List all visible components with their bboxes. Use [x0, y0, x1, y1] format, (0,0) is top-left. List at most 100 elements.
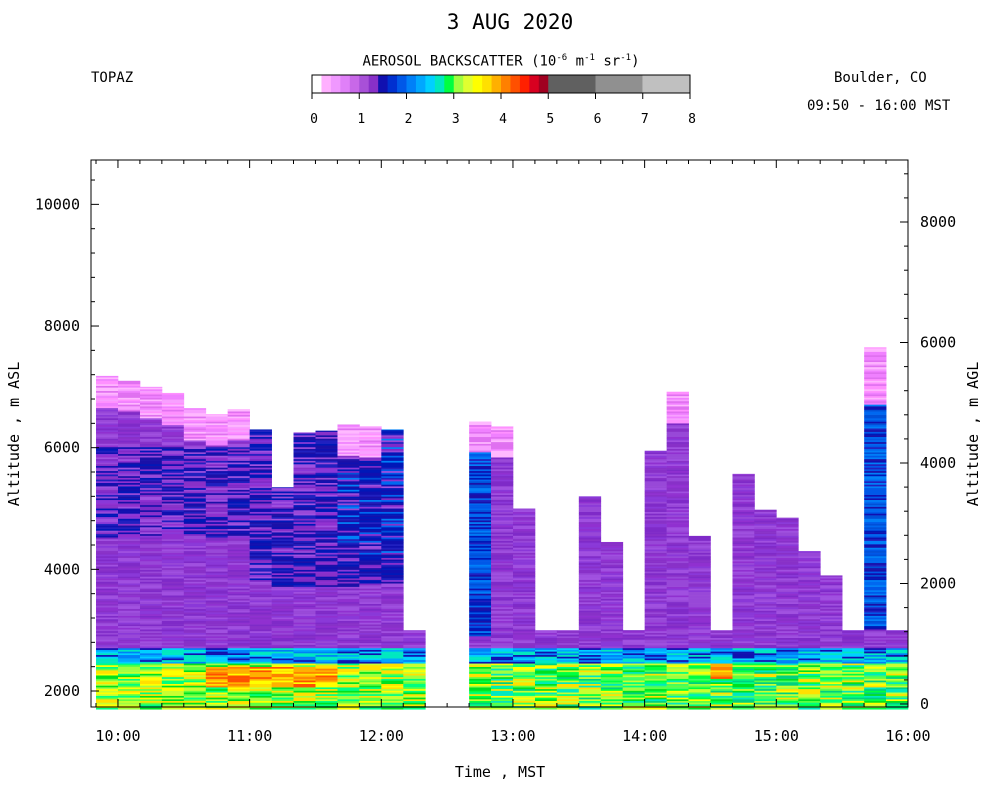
heatmap-cell — [249, 687, 272, 690]
heatmap-cell — [139, 417, 163, 420]
heatmap-cell — [710, 663, 733, 666]
heatmap-cell — [183, 654, 207, 657]
heatmap-cell — [96, 644, 119, 647]
heatmap-cell — [227, 695, 250, 698]
heatmap-cell — [139, 557, 163, 560]
heatmap-cell — [754, 695, 777, 698]
heatmap-cell — [600, 630, 624, 633]
heatmap-cell — [600, 632, 624, 635]
heatmap-cell — [622, 697, 645, 700]
heatmap-cell — [118, 499, 141, 502]
heatmap-cell — [271, 572, 294, 575]
heatmap-cell — [139, 390, 163, 393]
heatmap-cell — [359, 680, 382, 683]
heatmap-cell — [864, 557, 887, 560]
heatmap-cell — [710, 639, 733, 642]
heatmap-cell — [359, 693, 382, 696]
heatmap-cell — [139, 588, 163, 591]
heatmap-cell — [249, 613, 272, 616]
heatmap-cell — [666, 612, 689, 615]
heatmap-cell — [183, 412, 207, 415]
heatmap-cell — [666, 564, 689, 567]
heatmap-cell — [798, 596, 821, 599]
heatmap-cell — [337, 612, 360, 615]
heatmap-cell — [205, 571, 229, 574]
heatmap-cell — [337, 687, 360, 690]
heatmap-cell — [644, 636, 667, 639]
heatmap-cell — [864, 697, 887, 700]
colorbar-swatch — [359, 75, 370, 93]
heatmap-cell — [118, 644, 141, 647]
heatmap-cell — [381, 656, 404, 659]
heatmap-cell — [644, 659, 667, 662]
heatmap-cell — [469, 426, 492, 429]
heatmap-cell — [381, 525, 404, 528]
heatmap-cell — [337, 521, 360, 524]
heatmap-cell — [600, 661, 624, 664]
heatmap-cell — [118, 624, 141, 627]
heatmap-cell — [227, 627, 250, 630]
heatmap-cell — [96, 438, 119, 441]
heatmap-cell — [600, 571, 624, 574]
heatmap-cell — [864, 516, 887, 519]
heatmap-cell — [227, 462, 250, 465]
heatmap-cell — [227, 457, 250, 460]
heatmap-cell — [469, 637, 492, 640]
heatmap-cell — [732, 687, 755, 690]
heatmap-cell — [183, 564, 207, 567]
heatmap-cell — [249, 583, 272, 586]
heatmap-cell — [139, 659, 163, 662]
heatmap-cell — [644, 496, 667, 499]
heatmap-cell — [118, 479, 141, 482]
heatmap-cell — [820, 676, 843, 679]
heatmap-cell — [271, 637, 294, 640]
heatmap-cell — [578, 538, 602, 541]
heatmap-cell — [381, 646, 404, 649]
heatmap-cell — [578, 564, 602, 567]
heatmap-cell — [469, 601, 492, 604]
heatmap-cell — [249, 702, 272, 705]
heatmap-cell — [271, 511, 294, 514]
heatmap-cell — [491, 475, 514, 478]
heatmap-cell — [513, 625, 536, 628]
heatmap-cell — [886, 649, 909, 652]
heatmap-cell — [161, 668, 185, 671]
heatmap-cell — [469, 484, 492, 487]
heatmap-cell — [249, 481, 272, 484]
heatmap-cell — [688, 540, 711, 543]
heatmap-cell — [732, 574, 755, 577]
heatmap-cell — [161, 530, 185, 533]
heatmap-cell — [293, 474, 316, 477]
heatmap-cell — [337, 596, 360, 599]
heatmap-cell — [578, 590, 602, 593]
heatmap-cell — [139, 518, 163, 521]
heatmap-cell — [118, 520, 141, 523]
heatmap-cell — [337, 498, 360, 501]
heatmap-cell — [622, 654, 645, 657]
heatmap-cell — [293, 555, 316, 558]
heatmap-cell — [556, 642, 580, 645]
heatmap-cell — [96, 583, 119, 586]
heatmap-cell — [315, 445, 338, 448]
heatmap-cell — [293, 533, 316, 536]
heatmap-cell — [96, 382, 119, 385]
heatmap-cell — [469, 433, 492, 436]
heatmap-cell — [732, 540, 755, 543]
heatmap-cell — [469, 431, 492, 434]
heatmap-cell — [183, 494, 207, 497]
heatmap-cell — [754, 515, 777, 518]
heatmap-cell — [227, 629, 250, 632]
heatmap-cell — [227, 601, 250, 604]
heatmap-cell — [666, 591, 689, 594]
heatmap-cell — [315, 678, 338, 681]
heatmap-cell — [337, 584, 360, 587]
heatmap-cell — [644, 499, 667, 502]
heatmap-cell — [754, 552, 777, 555]
heatmap-cell — [205, 475, 229, 478]
heatmap-cell — [381, 455, 404, 458]
heatmap-cell — [249, 544, 272, 547]
heatmap-cell — [96, 489, 119, 492]
heatmap-cell — [469, 576, 492, 579]
heatmap-cell — [118, 436, 141, 439]
heatmap-cell — [469, 540, 492, 543]
